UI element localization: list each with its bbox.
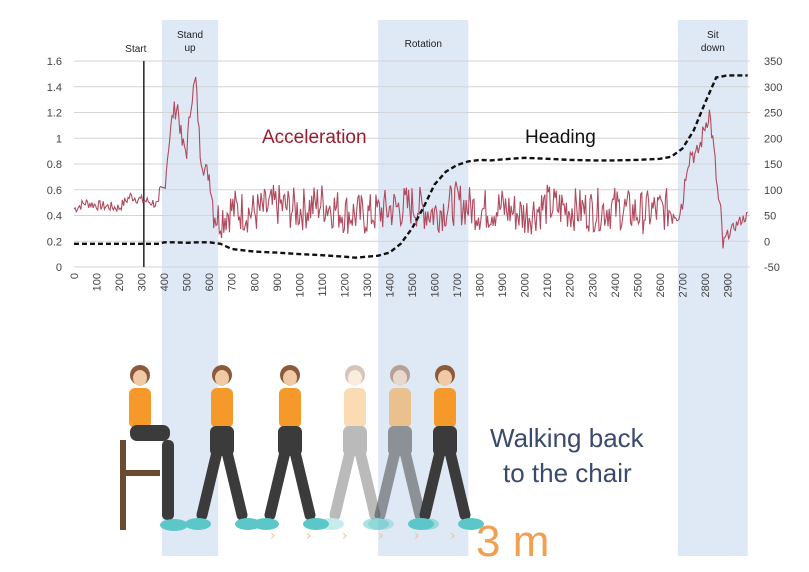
y2-tick-label: 250 — [764, 108, 782, 120]
y2-tick-label: 50 — [764, 211, 776, 223]
path-arrow-icon: › — [342, 528, 348, 544]
y-tick-label: 0.4 — [47, 211, 62, 223]
y-axis-right: -50 0 50 100 150 200 250 300 350 — [764, 56, 782, 274]
distance-label: 3 m — [476, 517, 549, 566]
heading-line — [74, 74, 748, 259]
path-arrow-icon: › — [450, 528, 456, 544]
figure-1 — [185, 365, 261, 530]
x-tick-label: 2800 — [700, 273, 712, 297]
phase-labels: Stand up Rotation Sit down — [177, 30, 725, 54]
y-tick-label: 0.2 — [47, 236, 62, 248]
x-tick-label: 900 — [272, 273, 284, 291]
figure-3 — [318, 365, 394, 530]
x-tick-label: 1600 — [430, 273, 442, 297]
x-tick-label: 700 — [227, 273, 239, 291]
path-arrow-icon: › — [414, 528, 420, 544]
y2-tick-label: 300 — [764, 82, 782, 94]
x-tick-label: 200 — [114, 273, 126, 291]
series-lines — [73, 74, 748, 259]
y-axis-left: 0 0.2 0.4 0.6 0.8 1 1.2 1.4 1.6 — [47, 56, 62, 274]
x-tick-label: 2500 — [632, 273, 644, 297]
path-arrow-icon: › — [306, 528, 312, 544]
x-tick-label: 1100 — [317, 273, 329, 297]
x-tick-label: 2700 — [677, 273, 689, 297]
x-tick-label: 2400 — [610, 273, 622, 297]
y-tick-label: 0.6 — [47, 185, 62, 197]
y-tick-label: 1 — [56, 133, 62, 145]
x-tick-label: 1000 — [294, 273, 306, 297]
x-tick-label: 2900 — [722, 273, 734, 297]
start-label: Start — [125, 44, 146, 55]
caption-line-1: Walking back — [490, 423, 645, 453]
y-tick-label: 1.4 — [47, 82, 62, 94]
figure-5 — [408, 365, 484, 530]
x-tick-label: 100 — [92, 273, 104, 291]
figure-4 — [363, 365, 439, 530]
x-tick-label: 500 — [182, 273, 194, 291]
y2-tick-label: 350 — [764, 56, 782, 68]
x-tick-label: 1500 — [407, 273, 419, 297]
walking-figures-illustration: › › › › › › — [120, 365, 484, 544]
x-tick-label: 2200 — [565, 273, 577, 297]
x-tick-label: 2100 — [542, 273, 554, 297]
path-arrow-icon: › — [270, 528, 276, 544]
phase-label: Rotation — [405, 39, 442, 50]
phase-label: Sit — [707, 30, 719, 41]
y-tick-label: 1.6 — [47, 56, 62, 68]
figure-2 — [253, 365, 329, 530]
x-tick-label: 1300 — [362, 273, 374, 297]
acceleration-label: Acceleration — [262, 127, 367, 148]
phase-label: up — [184, 43, 196, 54]
x-tick-label: 2000 — [520, 273, 532, 297]
acceleration-line — [73, 76, 748, 249]
x-tick-label: 1900 — [497, 273, 509, 297]
y-tick-label: 0 — [56, 262, 62, 274]
y-tick-label: 1.2 — [47, 108, 62, 120]
x-tick-label: 600 — [204, 273, 216, 291]
x-axis: 0 100 200 300 400 500 600 700 800 900 1000 1100 1200… — [69, 273, 734, 297]
y2-tick-label: -50 — [764, 262, 780, 274]
start-marker: Start — [125, 44, 147, 267]
x-tick-label: 800 — [249, 273, 261, 291]
phase-label: Stand — [177, 30, 203, 41]
x-tick-label: 1200 — [339, 273, 351, 297]
y2-tick-label: 200 — [764, 133, 782, 145]
y2-tick-label: 100 — [764, 185, 782, 197]
y2-tick-label: 150 — [764, 159, 782, 171]
y2-tick-label: 0 — [764, 236, 770, 248]
phase-bands — [161, 20, 748, 556]
x-tick-label: 1800 — [475, 273, 487, 297]
phase-band-2 — [677, 20, 748, 556]
y-tick-label: 0.8 — [47, 159, 62, 171]
phase-label: down — [701, 43, 725, 54]
heading-label: Heading — [525, 127, 596, 148]
path-arrow-icon: › — [378, 528, 384, 544]
x-tick-label: 0 — [69, 273, 81, 279]
x-tick-label: 300 — [137, 273, 149, 291]
x-tick-label: 2300 — [587, 273, 599, 297]
x-tick-label: 2600 — [655, 273, 667, 297]
x-tick-label: 400 — [159, 273, 171, 291]
caption-line-2: to the chair — [503, 458, 632, 488]
figure-0 — [120, 365, 188, 531]
x-tick-label: 1400 — [384, 273, 396, 297]
x-tick-label: 1700 — [452, 273, 464, 297]
